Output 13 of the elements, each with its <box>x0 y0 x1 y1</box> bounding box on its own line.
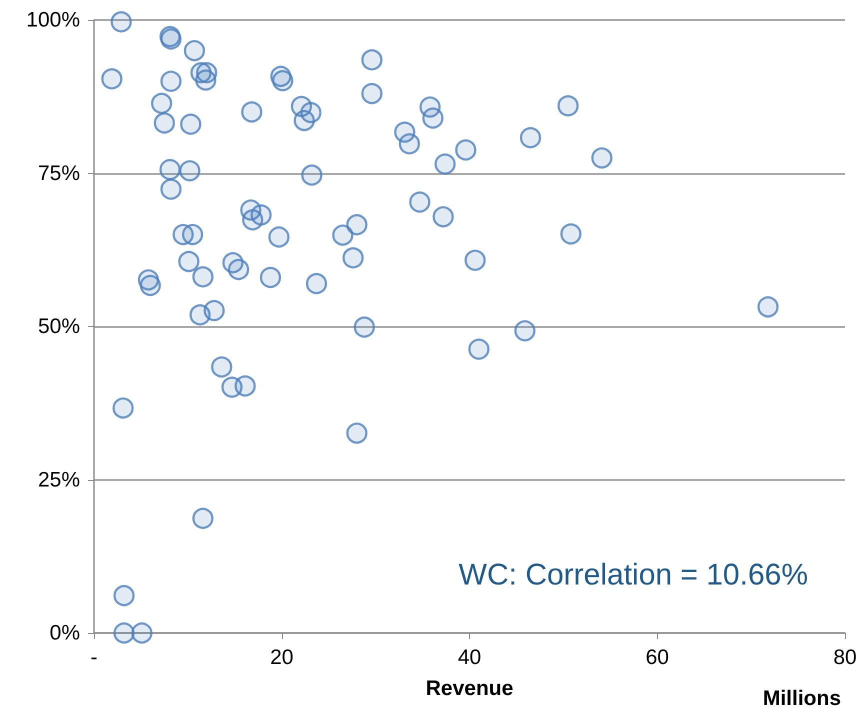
y-tick-label: 100% <box>26 8 80 32</box>
annotation: WC: Correlation = 10.66% <box>458 558 808 592</box>
x-tick-label: - <box>90 646 98 669</box>
x-tick-label: 20 <box>270 646 294 669</box>
x-tick-label: 60 <box>646 646 669 669</box>
y-tick-label: 50% <box>38 315 80 338</box>
y-tick-label: 75% <box>38 162 80 185</box>
x-tick-label: 80 <box>833 646 857 669</box>
x-tick-label: 40 <box>458 646 482 669</box>
y-tick-label: 25% <box>38 468 80 492</box>
x-axis-title: Revenue <box>426 677 514 700</box>
text: Millions <box>762 687 842 710</box>
y-tick-label: 0% <box>50 622 80 644</box>
